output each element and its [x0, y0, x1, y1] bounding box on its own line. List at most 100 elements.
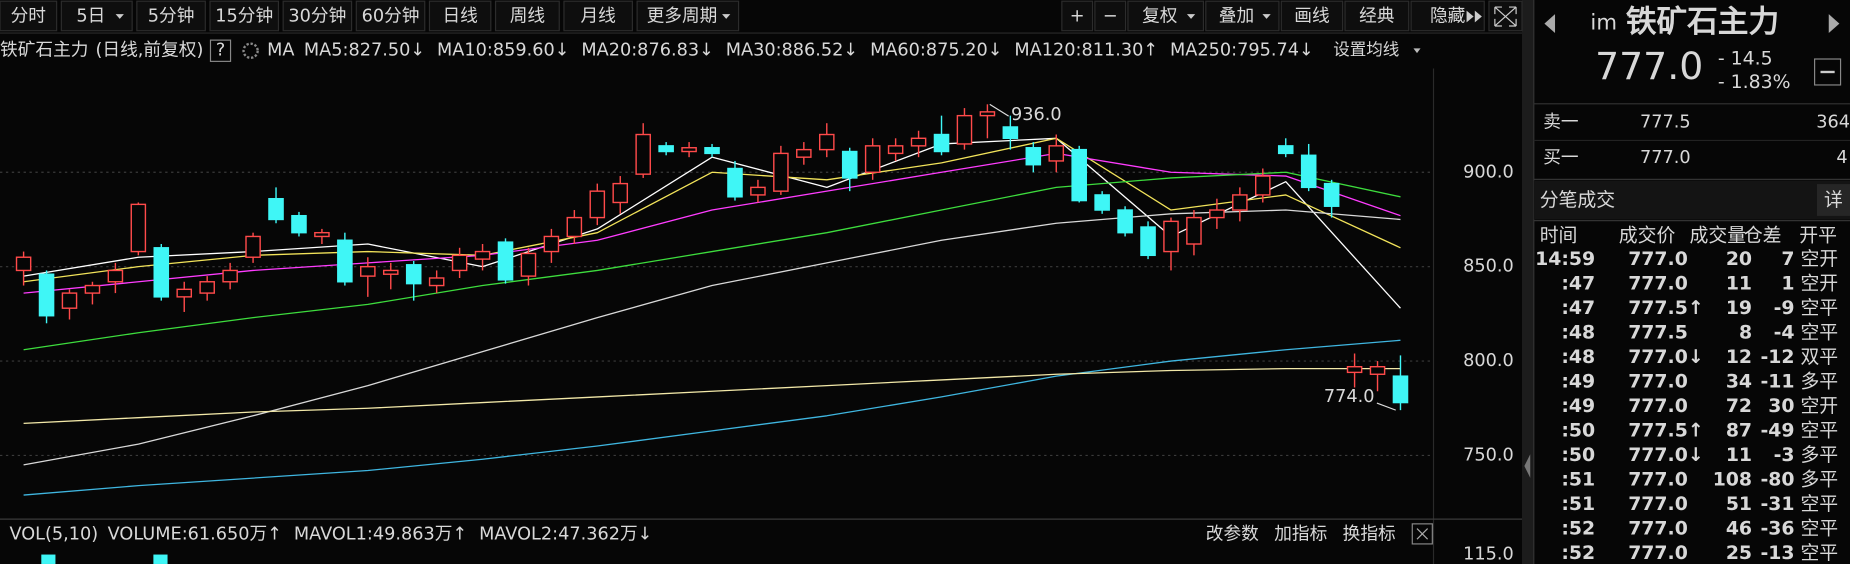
trades-title-bar [1533, 180, 1850, 220]
trade-time: 14:59 [1535, 248, 1595, 270]
ask-volume: 364 [1816, 113, 1850, 133]
trade-diff: -13 [1760, 542, 1794, 564]
candle-body [979, 111, 996, 117]
toolbar-label: 隐藏 [1430, 6, 1466, 27]
trade-time: :50 [1561, 444, 1595, 466]
toolbar-label: 经典 [1359, 6, 1394, 27]
detail-button[interactable] [1816, 184, 1850, 216]
toolbar-button[interactable] [636, 0, 740, 32]
y-tick-label: 750.0 [1463, 445, 1514, 465]
trade-price: 777.0 [1628, 346, 1688, 368]
trade-volume: 12 [1726, 346, 1752, 368]
trade-arrow: ↑ [1688, 297, 1704, 319]
legend-item: MA5:827.50↓ [304, 41, 425, 61]
exchange: im [1590, 11, 1617, 36]
trade-diff: -12 [1760, 346, 1794, 368]
detail-label: 详 [1824, 189, 1843, 211]
trade-price: 777.0 [1628, 542, 1688, 564]
volume-bar [153, 554, 168, 564]
toolbar-label: − [1103, 7, 1118, 27]
volume-indicator: MAVOL1:49.863万↑ [294, 524, 467, 544]
toolbar-button[interactable] [1061, 0, 1094, 32]
ma-line [23, 367, 1401, 424]
trade-type: 空平 [1800, 517, 1838, 539]
help-label: ? [216, 41, 225, 61]
trade-type: 空开 [1800, 273, 1838, 295]
candle-body [1117, 209, 1133, 234]
toolbar-label: 60分钟 [362, 6, 420, 27]
toolbar-label: 5分钟 [148, 6, 195, 27]
indicator-button[interactable]: 改参数 [1206, 523, 1259, 544]
candle-body [405, 264, 422, 285]
bid-price: 777.0 [1640, 148, 1691, 168]
candle-body [612, 182, 629, 204]
legend-item: MA120:811.30↑ [1014, 41, 1158, 61]
toolbar-button[interactable] [563, 0, 633, 32]
indicator-button[interactable]: 换指标 [1343, 523, 1396, 544]
toolbar-button[interactable] [355, 0, 426, 32]
close-indicator[interactable] [1411, 523, 1433, 545]
candle-body [314, 231, 330, 238]
toolbar-button[interactable] [136, 0, 206, 32]
candle-body [1255, 175, 1271, 196]
indicator-button[interactable]: 加指标 [1274, 523, 1327, 544]
trade-volume: 11 [1726, 273, 1752, 295]
ma-settings[interactable]: 设置均线 [1333, 40, 1399, 59]
toolbar-button[interactable] [428, 0, 492, 32]
trade-type: 多平 [1800, 370, 1838, 392]
ma-line [23, 209, 1401, 466]
candle-body [84, 284, 101, 294]
toolbar-icon [1466, 10, 1474, 23]
toolbar-button[interactable] [1280, 0, 1344, 32]
trade-time: :48 [1561, 346, 1595, 368]
candle-body [1323, 182, 1340, 207]
next-arrow[interactable] [1828, 14, 1840, 34]
ma-label: MA [267, 41, 294, 61]
trade-volume: 19 [1726, 297, 1752, 319]
toolbar-button[interactable] [1094, 0, 1127, 32]
trade-price: 777.0 [1628, 468, 1688, 490]
prev-arrow[interactable] [1544, 14, 1556, 34]
candle-body [727, 167, 743, 198]
trade-price: 777.0 [1628, 248, 1688, 270]
toolbar-button[interactable] [209, 0, 280, 32]
trade-volume: 25 [1726, 542, 1752, 564]
volume-axis-label: 115.0 [1463, 545, 1514, 564]
ma-line [23, 339, 1401, 496]
column-header: 仓差 [1744, 224, 1782, 246]
trade-price: 777.5 [1628, 322, 1688, 344]
legend-item: MA30:886.52↓ [726, 41, 859, 61]
caret [722, 14, 731, 19]
candle-body [15, 256, 32, 272]
collapse-bar[interactable] [1522, 0, 1534, 564]
trade-volume: 8 [1739, 322, 1752, 344]
minimize-button[interactable] [1814, 58, 1842, 86]
candle-body [589, 190, 606, 219]
trade-time: :52 [1561, 542, 1595, 564]
toolbar-label: 画线 [1294, 6, 1330, 27]
toolbar-button[interactable] [494, 0, 560, 32]
gear-icon[interactable] [242, 42, 259, 60]
candle-body [1232, 194, 1248, 211]
annotation-arrow [1376, 402, 1396, 411]
toolbar-button[interactable] [1344, 0, 1410, 32]
toolbar-button[interactable] [0, 0, 58, 32]
toolbar-button[interactable] [282, 0, 353, 32]
toolbar-label: 叠加 [1219, 6, 1254, 27]
candle-body [818, 133, 835, 151]
bid-label: 买一 [1543, 148, 1578, 168]
candle-body [497, 241, 514, 281]
help-box[interactable] [209, 39, 232, 62]
trade-diff: -9 [1774, 297, 1795, 319]
trade-arrow: ↓ [1688, 444, 1704, 466]
price-change-pct: - 1.83% [1718, 71, 1791, 93]
trade-type: 多平 [1800, 444, 1838, 466]
trade-type: 空平 [1800, 297, 1838, 319]
trade-price: 777.5 [1628, 419, 1688, 441]
toolbar-label: 日线 [442, 6, 478, 27]
column-header: 成交量 [1690, 224, 1747, 246]
trade-diff: 1 [1781, 273, 1794, 295]
trade-type: 多平 [1800, 468, 1838, 490]
trade-time: :51 [1561, 493, 1595, 515]
